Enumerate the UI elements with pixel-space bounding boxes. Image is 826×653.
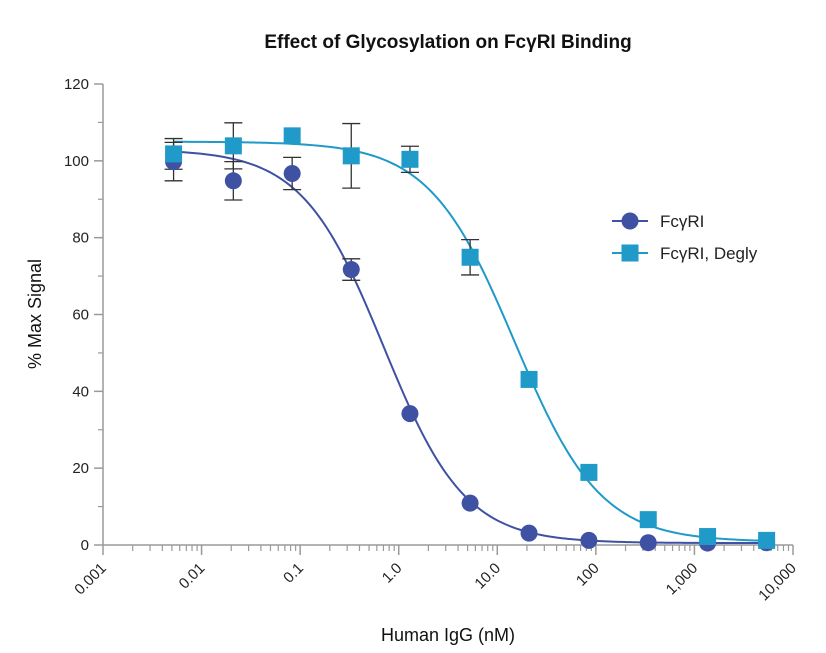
- x-tick-label: 0.001: [71, 560, 110, 599]
- x-tick-label: 10.0: [471, 560, 504, 593]
- data-point-series-2: [699, 528, 717, 546]
- chart-title: Effect of Glycosylation on FcγRI Binding: [264, 32, 631, 53]
- data-point-series-2: [342, 147, 360, 165]
- legend-marker-series-2: [621, 244, 639, 262]
- data-point-series-2: [520, 370, 538, 388]
- y-tick-label: 40: [72, 383, 89, 400]
- fit-curves: [173, 140, 767, 545]
- y-tick-label: 120: [64, 76, 89, 93]
- fit-curve-series-1: [173, 150, 767, 545]
- legend-label-series-1: FcγRI: [660, 212, 704, 231]
- data-point-series-2: [639, 511, 657, 529]
- fit-curve-series-2: [173, 140, 767, 542]
- x-tick-label: 1,000: [663, 560, 702, 599]
- data-point-series-2: [283, 127, 301, 145]
- data-point-series-1: [639, 534, 657, 552]
- x-tick-label: 100: [573, 560, 603, 590]
- data-point-series-1: [224, 172, 242, 190]
- data-point-series-2: [580, 463, 598, 481]
- y-tick-label: 80: [72, 230, 89, 247]
- data-point-series-2: [165, 145, 183, 163]
- y-tick-label: 20: [72, 460, 89, 477]
- x-axis-label: Human IgG (nM): [381, 625, 515, 645]
- legend-label-series-2: FcγRI, Degly: [660, 244, 758, 263]
- data-point-series-1: [342, 261, 360, 279]
- legend-marker-series-1: [621, 212, 639, 230]
- data-point-series-2: [758, 531, 776, 549]
- x-tick-label: 1.0: [379, 560, 406, 587]
- data-point-series-2: [401, 150, 419, 168]
- data-point-series-2: [224, 137, 242, 155]
- data-point-series-1: [283, 165, 301, 183]
- legend: FcγRI FcγRI, Degly: [612, 212, 758, 263]
- y-tick-label: 0: [81, 537, 89, 554]
- x-tick-label: 0.1: [280, 560, 307, 587]
- y-tick-label: 60: [72, 307, 89, 324]
- data-point-series-2: [461, 248, 479, 266]
- data-point-series-1: [520, 524, 538, 542]
- y-axis-label: % Max Signal: [25, 259, 45, 369]
- x-tick-label: 10,000: [755, 560, 799, 604]
- data-point-series-1: [401, 405, 419, 423]
- y-tick-label: 100: [64, 153, 89, 170]
- data-markers: [165, 127, 776, 552]
- x-tick-label: 0.01: [176, 560, 209, 593]
- data-point-series-1: [580, 531, 598, 549]
- data-point-series-1: [461, 494, 479, 512]
